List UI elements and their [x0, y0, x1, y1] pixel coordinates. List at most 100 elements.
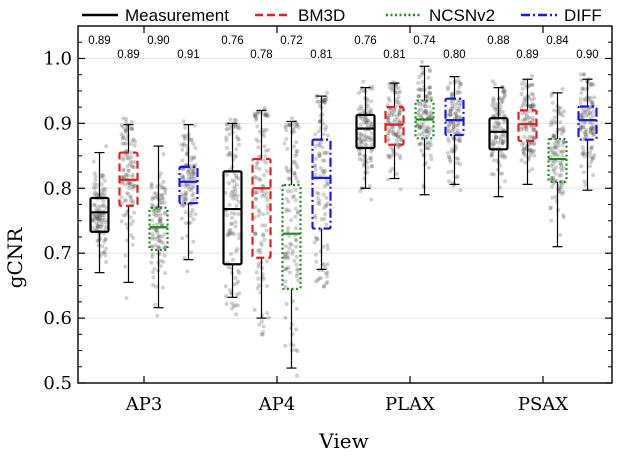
data-point [502, 88, 507, 93]
data-point [282, 141, 287, 146]
data-point [578, 97, 583, 101]
data-point [92, 171, 97, 176]
data-point [495, 126, 500, 131]
data-point [420, 60, 424, 64]
data-point [234, 134, 239, 139]
data-point [295, 271, 300, 276]
data-point [99, 191, 104, 196]
data-point [323, 203, 328, 208]
axes: 0.5 0.6 0.7 0.8 0.9 1.0 AP3 AP4 PLAX PSAX [43, 25, 613, 415]
data-point [501, 140, 505, 145]
data-point [454, 106, 459, 111]
data-point [521, 103, 526, 108]
data-point [260, 188, 265, 193]
data-point [254, 270, 259, 275]
data-point [257, 176, 262, 181]
data-point [90, 218, 95, 223]
data-point [358, 122, 363, 127]
data-point [237, 126, 242, 131]
data-point [418, 99, 423, 104]
data-point [125, 156, 130, 161]
data-point [92, 213, 97, 218]
data-point [191, 239, 196, 244]
data-point [456, 138, 461, 143]
data-point [291, 249, 295, 253]
data-point [189, 250, 194, 255]
data-point [582, 130, 587, 135]
data-point [322, 98, 327, 103]
data-point [582, 72, 586, 77]
data-point [450, 104, 455, 109]
box-plax-measurement [355, 87, 376, 189]
data-point [590, 156, 595, 161]
data-point [423, 109, 428, 114]
data-point [388, 169, 393, 174]
data-point [103, 220, 108, 225]
data-point [527, 147, 532, 152]
data-point [397, 119, 402, 124]
data-point [420, 66, 425, 71]
data-point [558, 120, 563, 125]
box-ap4-measurement [222, 122, 243, 298]
data-point [127, 162, 132, 167]
data-point [428, 85, 433, 90]
data-point [557, 186, 562, 191]
data-point [189, 176, 193, 181]
data-point [283, 279, 288, 284]
data-point [549, 123, 554, 128]
data-point [231, 196, 235, 201]
data-point [294, 274, 299, 279]
data-point [290, 116, 295, 121]
data-point [391, 132, 396, 137]
data-point [153, 302, 158, 307]
data-point [579, 125, 584, 130]
data-point [492, 107, 497, 112]
data-point [549, 93, 554, 98]
data-point [101, 203, 106, 208]
data-point [588, 96, 593, 101]
data-point [190, 198, 195, 203]
data-point [559, 168, 564, 173]
data-point [255, 248, 260, 253]
data-point [358, 138, 363, 143]
data-point [158, 217, 163, 221]
data-point [191, 141, 196, 146]
data-point [128, 159, 133, 164]
data-point [429, 112, 434, 117]
data-point [368, 156, 372, 161]
data-point [369, 164, 374, 169]
data-point [325, 90, 330, 95]
data-point [323, 127, 328, 132]
data-point [457, 138, 462, 142]
data-point [260, 183, 265, 188]
data-point [256, 261, 261, 266]
data-point [591, 113, 595, 118]
data-point [579, 123, 583, 128]
data-point [266, 206, 271, 211]
x-tick-label-ap3: AP3 [125, 394, 163, 415]
data-point [295, 210, 300, 215]
data-point [364, 120, 369, 125]
data-point [99, 218, 104, 223]
data-point [232, 117, 237, 122]
data-point [154, 227, 159, 232]
data-point [551, 168, 556, 173]
data-point [392, 109, 397, 114]
data-point [255, 111, 260, 116]
data-point [316, 129, 321, 134]
data-point [93, 185, 98, 190]
box-plax-ncsnv2 [414, 65, 435, 196]
data-point [232, 153, 237, 158]
data-point [98, 215, 102, 220]
data-point [265, 210, 270, 215]
data-point [260, 194, 265, 198]
data-point [120, 175, 125, 180]
data-point [558, 105, 563, 110]
data-point [425, 129, 430, 134]
data-point [119, 201, 124, 206]
y-tick-label: 0.7 [43, 243, 72, 264]
data-point [454, 156, 459, 161]
data-point [183, 197, 188, 201]
data-point [451, 121, 456, 126]
data-point [131, 184, 136, 189]
